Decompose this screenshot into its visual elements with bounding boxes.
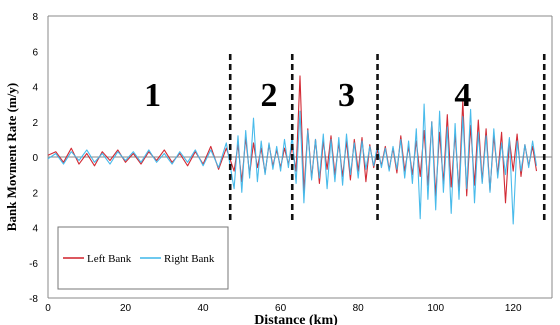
- data-series: [47, 75, 538, 225]
- legend-label-right-bank: Right Bank: [164, 253, 215, 265]
- legend: Left Bank Right Bank: [57, 226, 229, 290]
- series-line-right-bank: [47, 103, 538, 225]
- y-axis-title: Bank Movment Rate (m/y): [4, 83, 19, 231]
- x-tick-label: 0: [45, 303, 51, 314]
- y-tick-label: 2: [32, 118, 38, 129]
- y-tick-label: 6: [32, 47, 38, 58]
- x-tick-label: 80: [353, 303, 365, 314]
- y-tick-label: 0: [32, 153, 38, 164]
- y-tick-label: 4: [32, 224, 38, 235]
- region-labels: 1 2 3 4: [144, 77, 471, 114]
- y-tick-label: 4: [32, 83, 38, 94]
- region-label: 1: [144, 77, 161, 114]
- region-label: 4: [454, 77, 471, 114]
- x-tick-label: 40: [198, 303, 210, 314]
- region-label: 2: [260, 77, 277, 114]
- y-tick-label: -6: [29, 259, 38, 270]
- x-tick-label: 100: [427, 303, 444, 314]
- y-tick-labels: 8 6 4 2 0 2 4 -6 -8: [29, 12, 38, 305]
- y-tick-label: 2: [32, 188, 38, 199]
- y-tick-label: 8: [32, 12, 38, 23]
- x-axis-title: Distance (km): [254, 313, 338, 325]
- x-tick-label: 60: [275, 303, 287, 314]
- y-tick-label: -8: [29, 294, 38, 305]
- legend-label-left-bank: Left Bank: [87, 253, 132, 265]
- x-tick-label: 120: [505, 303, 522, 314]
- x-tick-label: 20: [120, 303, 132, 314]
- region-label: 3: [338, 77, 355, 114]
- x-tick-labels: 0 20 40 60 80 100 120: [45, 303, 522, 314]
- region-dividers: [228, 54, 546, 222]
